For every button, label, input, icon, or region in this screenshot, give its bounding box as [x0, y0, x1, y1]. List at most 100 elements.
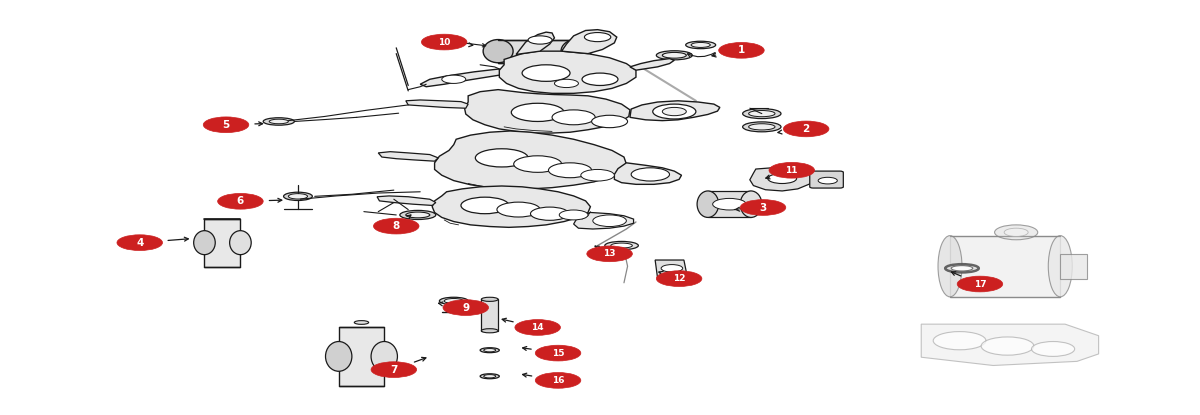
Polygon shape: [420, 69, 499, 87]
Text: 13: 13: [604, 249, 616, 258]
Circle shape: [421, 34, 467, 50]
Text: 17: 17: [973, 280, 986, 288]
Circle shape: [522, 65, 570, 81]
Ellipse shape: [611, 243, 632, 248]
Circle shape: [719, 42, 764, 58]
Circle shape: [982, 337, 1034, 355]
Ellipse shape: [1049, 236, 1073, 297]
Ellipse shape: [656, 51, 692, 60]
Text: 5: 5: [222, 120, 229, 130]
Ellipse shape: [743, 109, 781, 119]
Text: 6: 6: [236, 196, 244, 206]
Circle shape: [656, 271, 702, 286]
Circle shape: [769, 162, 815, 178]
Polygon shape: [950, 236, 1061, 297]
Polygon shape: [499, 51, 636, 93]
Ellipse shape: [400, 210, 436, 220]
Text: 7: 7: [390, 365, 397, 375]
Ellipse shape: [562, 39, 592, 63]
Polygon shape: [614, 163, 682, 184]
Circle shape: [373, 218, 419, 234]
Circle shape: [443, 300, 488, 315]
Circle shape: [587, 246, 632, 262]
Circle shape: [631, 168, 670, 181]
Ellipse shape: [484, 349, 496, 352]
Circle shape: [662, 107, 686, 116]
Ellipse shape: [444, 298, 463, 303]
Circle shape: [497, 202, 540, 217]
Ellipse shape: [484, 375, 496, 378]
Circle shape: [514, 156, 562, 172]
Ellipse shape: [749, 124, 775, 130]
Polygon shape: [432, 186, 590, 227]
Circle shape: [581, 169, 614, 181]
Circle shape: [528, 36, 552, 44]
Circle shape: [203, 117, 248, 133]
Polygon shape: [708, 191, 751, 217]
Polygon shape: [1061, 254, 1087, 278]
Text: 1: 1: [738, 45, 745, 55]
Polygon shape: [516, 32, 554, 54]
Ellipse shape: [743, 122, 781, 132]
Text: 9: 9: [462, 303, 469, 312]
Ellipse shape: [325, 342, 352, 371]
Circle shape: [461, 197, 509, 214]
Circle shape: [535, 345, 581, 361]
Ellipse shape: [697, 191, 719, 217]
Polygon shape: [204, 219, 240, 267]
Polygon shape: [406, 100, 468, 108]
Circle shape: [535, 373, 581, 388]
Circle shape: [548, 163, 592, 178]
Ellipse shape: [481, 329, 498, 333]
Ellipse shape: [691, 42, 710, 47]
Ellipse shape: [354, 321, 368, 325]
Polygon shape: [655, 260, 688, 278]
Polygon shape: [434, 131, 626, 189]
Polygon shape: [481, 299, 498, 331]
Circle shape: [552, 110, 595, 125]
Text: 14: 14: [532, 323, 544, 332]
Polygon shape: [562, 29, 617, 54]
Ellipse shape: [371, 342, 397, 371]
Polygon shape: [338, 327, 384, 386]
FancyBboxPatch shape: [810, 171, 844, 188]
Circle shape: [1004, 228, 1028, 237]
Circle shape: [653, 104, 696, 119]
Circle shape: [592, 115, 628, 128]
Circle shape: [217, 193, 263, 209]
Circle shape: [661, 265, 683, 272]
Ellipse shape: [662, 52, 686, 58]
Circle shape: [995, 225, 1038, 240]
Ellipse shape: [480, 374, 499, 379]
Circle shape: [713, 198, 746, 210]
Text: 4: 4: [136, 238, 144, 248]
Polygon shape: [750, 167, 814, 191]
Text: 16: 16: [552, 376, 564, 385]
Ellipse shape: [740, 191, 762, 217]
Circle shape: [530, 207, 569, 220]
Circle shape: [1032, 342, 1075, 356]
Circle shape: [511, 103, 564, 122]
Circle shape: [371, 362, 416, 378]
Ellipse shape: [406, 212, 430, 218]
Circle shape: [559, 210, 588, 220]
Polygon shape: [922, 324, 1099, 366]
Ellipse shape: [480, 348, 499, 353]
Text: 11: 11: [786, 166, 798, 175]
Polygon shape: [377, 196, 436, 205]
Polygon shape: [498, 39, 576, 63]
Ellipse shape: [439, 297, 468, 305]
Circle shape: [515, 320, 560, 335]
Circle shape: [582, 73, 618, 85]
Ellipse shape: [481, 297, 498, 301]
Ellipse shape: [229, 231, 251, 255]
Ellipse shape: [193, 231, 215, 255]
Circle shape: [818, 177, 838, 184]
Ellipse shape: [938, 236, 962, 297]
Ellipse shape: [283, 192, 312, 200]
Ellipse shape: [484, 39, 514, 63]
Ellipse shape: [288, 194, 307, 199]
Text: 12: 12: [673, 274, 685, 283]
Circle shape: [740, 200, 786, 215]
Text: 8: 8: [392, 221, 400, 231]
